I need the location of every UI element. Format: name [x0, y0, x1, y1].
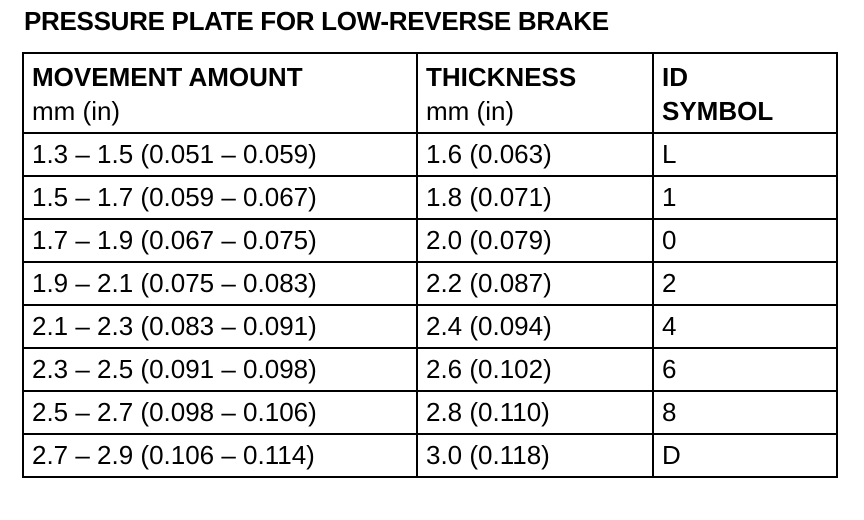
thickness-cell: 2.8 (0.110) [416, 390, 654, 435]
table-row: 2.7 – 2.9 (0.106 – 0.114) 3.0 (0.118) D [22, 433, 838, 478]
table-row: 2.3 – 2.5 (0.091 – 0.098) 2.6 (0.102) 6 [22, 347, 838, 392]
thickness-cell: 2.4 (0.094) [416, 304, 654, 349]
table-row: 1.9 – 2.1 (0.075 – 0.083) 2.2 (0.087) 2 [22, 261, 838, 306]
thickness-cell: 1.6 (0.063) [416, 132, 654, 177]
header-thickness-label: THICKNESS [426, 62, 577, 92]
symbol-cell: 8 [652, 390, 838, 435]
movement-cell: 2.7 – 2.9 (0.106 – 0.114) [22, 433, 418, 478]
header-id-label: ID [662, 62, 688, 92]
header-movement-unit: mm (in) [32, 96, 121, 126]
symbol-cell: 0 [652, 218, 838, 263]
symbol-cell: L [652, 132, 838, 177]
table-row: 2.5 – 2.7 (0.098 – 0.106) 2.8 (0.110) 8 [22, 390, 838, 435]
thickness-cell: 3.0 (0.118) [416, 433, 654, 478]
movement-cell: 1.9 – 2.1 (0.075 – 0.083) [22, 261, 418, 306]
movement-cell: 2.5 – 2.7 (0.098 – 0.106) [22, 390, 418, 435]
movement-cell: 1.3 – 1.5 (0.051 – 0.059) [22, 132, 418, 177]
symbol-cell: 1 [652, 175, 838, 220]
symbol-cell: D [652, 433, 838, 478]
table-row: 1.3 – 1.5 (0.051 – 0.059) 1.6 (0.063) L [22, 132, 838, 177]
thickness-cell: 2.0 (0.079) [416, 218, 654, 263]
thickness-cell: 1.8 (0.071) [416, 175, 654, 220]
header-id-symbol: ID SYMBOL [652, 52, 838, 134]
header-movement-amount: MOVEMENT AMOUNT mm (in) [22, 52, 418, 134]
table-row: 1.5 – 1.7 (0.059 – 0.067) 1.8 (0.071) 1 [22, 175, 838, 220]
header-movement-label: MOVEMENT AMOUNT [32, 62, 303, 92]
header-thickness-unit: mm (in) [426, 96, 515, 126]
table-row: 2.1 – 2.3 (0.083 – 0.091) 2.4 (0.094) 4 [22, 304, 838, 349]
pressure-plate-table: MOVEMENT AMOUNT mm (in) THICKNESS mm (in… [22, 52, 838, 478]
symbol-cell: 2 [652, 261, 838, 306]
header-symbol-label: SYMBOL [662, 96, 774, 126]
header-thickness: THICKNESS mm (in) [416, 52, 654, 134]
thickness-cell: 2.2 (0.087) [416, 261, 654, 306]
movement-cell: 1.7 – 1.9 (0.067 – 0.075) [22, 218, 418, 263]
movement-cell: 2.3 – 2.5 (0.091 – 0.098) [22, 347, 418, 392]
symbol-cell: 4 [652, 304, 838, 349]
movement-cell: 2.1 – 2.3 (0.083 – 0.091) [22, 304, 418, 349]
table-row: 1.7 – 1.9 (0.067 – 0.075) 2.0 (0.079) 0 [22, 218, 838, 263]
thickness-cell: 2.6 (0.102) [416, 347, 654, 392]
symbol-cell: 6 [652, 347, 838, 392]
header-row: MOVEMENT AMOUNT mm (in) THICKNESS mm (in… [22, 52, 838, 134]
movement-cell: 1.5 – 1.7 (0.059 – 0.067) [22, 175, 418, 220]
table-title: PRESSURE PLATE FOR LOW-REVERSE BRAKE [24, 6, 609, 36]
